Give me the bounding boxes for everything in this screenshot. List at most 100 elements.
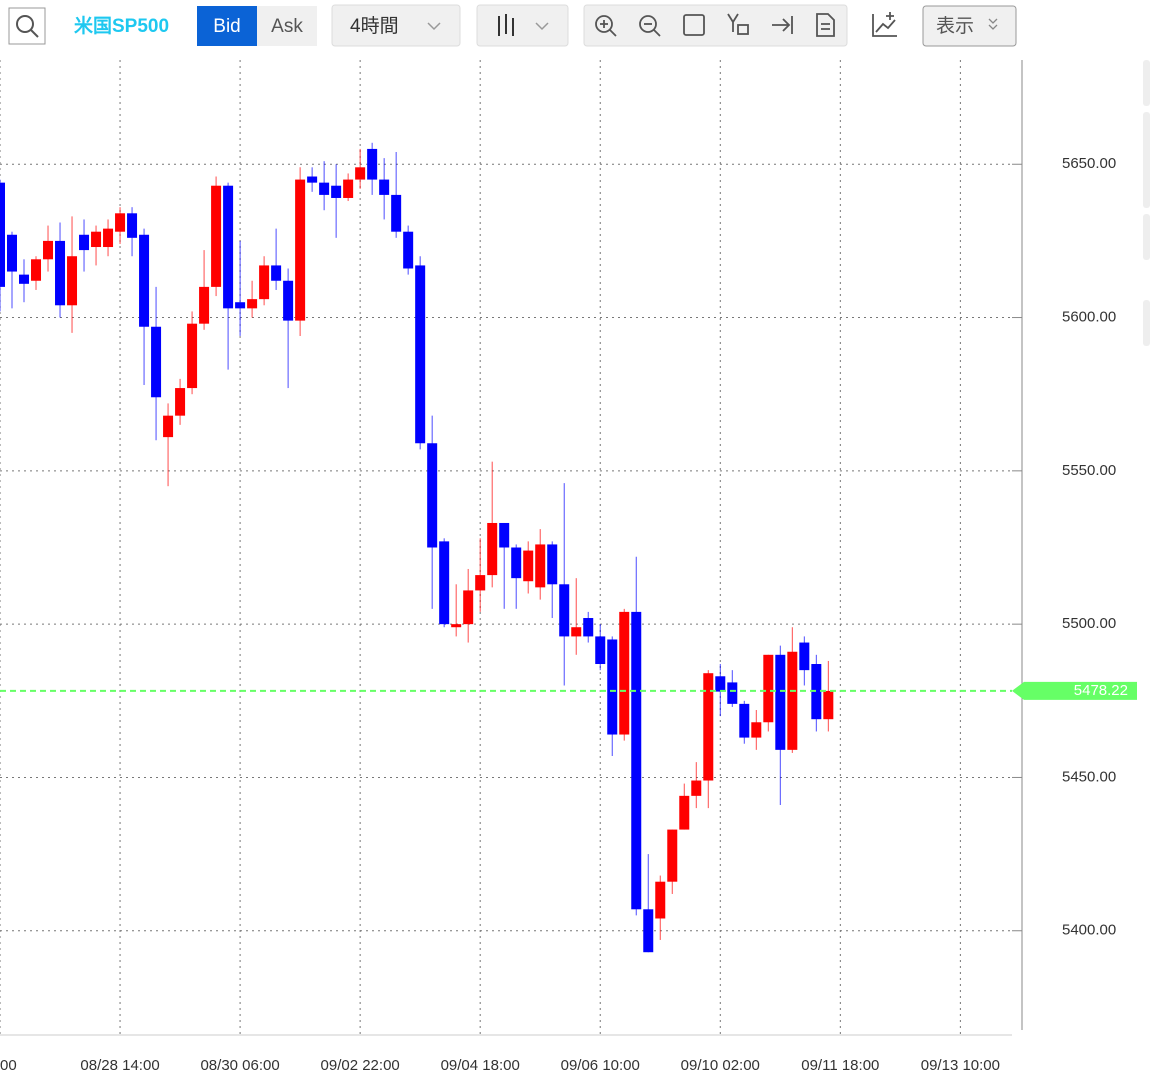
view-arrow bbox=[988, 18, 998, 30]
tool-group bbox=[583, 4, 848, 47]
candle-body bbox=[283, 280, 294, 321]
candle-body bbox=[811, 664, 822, 720]
ask-label: Ask bbox=[271, 16, 303, 37]
candle-body bbox=[511, 547, 522, 579]
tool-icons[interactable] bbox=[595, 13, 835, 37]
candle-body bbox=[427, 443, 438, 548]
x-tick-label: 00 bbox=[0, 1057, 17, 1074]
candle-body bbox=[547, 544, 558, 585]
candle-body bbox=[223, 185, 234, 309]
bid-label: Bid bbox=[213, 16, 240, 37]
y-tick-label: 5600.00 bbox=[1062, 309, 1116, 326]
candle-body bbox=[19, 274, 30, 284]
plot: 5400.00 5450.00 5500.00 5550.00 5600.00 5650.… bbox=[0, 60, 1137, 1074]
candle-body bbox=[727, 682, 738, 704]
candle-body bbox=[583, 618, 594, 637]
candle-body bbox=[43, 240, 54, 260]
candle-body bbox=[751, 722, 762, 738]
candle-body bbox=[415, 265, 426, 444]
candle-body bbox=[319, 182, 330, 195]
indicator-button[interactable] bbox=[872, 12, 897, 37]
candle-body bbox=[655, 881, 666, 919]
candle-body bbox=[199, 286, 210, 324]
candle-body bbox=[127, 213, 138, 238]
toolbar: 米国SP500 Bid Ask 4時間 表示 bbox=[8, 4, 1017, 47]
y-tick-label: 5550.00 bbox=[1062, 462, 1116, 479]
candle-body bbox=[367, 148, 378, 180]
bid-button[interactable] bbox=[197, 6, 257, 46]
x-tick-label: 09/13 10:00 bbox=[921, 1057, 1000, 1074]
y-tick-label: 5400.00 bbox=[1062, 922, 1116, 939]
candle-body bbox=[475, 575, 486, 591]
candle-body bbox=[799, 642, 810, 671]
candle-body bbox=[715, 676, 726, 692]
candle-body bbox=[691, 780, 702, 796]
view-label: 表示 bbox=[936, 15, 974, 37]
candle-body bbox=[103, 228, 114, 248]
candle-body bbox=[187, 323, 198, 389]
candle-body bbox=[523, 550, 534, 582]
candle-body bbox=[823, 690, 834, 720]
candle-body bbox=[559, 584, 570, 637]
candle-body bbox=[139, 234, 150, 327]
candle-body bbox=[79, 234, 90, 251]
candle-body bbox=[163, 415, 174, 438]
candle-body bbox=[451, 624, 462, 628]
x-tick-label: 09/04 18:00 bbox=[441, 1057, 520, 1074]
candle-body bbox=[787, 651, 798, 750]
y-tick-label: 5500.00 bbox=[1062, 615, 1116, 632]
last-price-label: 5478.22 bbox=[1074, 682, 1128, 699]
candle-body bbox=[535, 544, 546, 588]
candle-body bbox=[331, 185, 342, 198]
candle-body bbox=[55, 240, 66, 306]
candle-body bbox=[91, 231, 102, 248]
candle-body bbox=[679, 795, 690, 830]
candle-body bbox=[259, 265, 270, 300]
candle-body bbox=[619, 611, 630, 735]
candle-body bbox=[739, 703, 750, 738]
candle-body bbox=[235, 302, 246, 309]
candle-body bbox=[295, 179, 306, 321]
y-tick-label: 5650.00 bbox=[1062, 155, 1116, 172]
dropdown-arrow bbox=[535, 22, 549, 31]
candle-body bbox=[499, 522, 510, 548]
ask-button[interactable] bbox=[257, 6, 317, 46]
x-tick-label: 08/28 14:00 bbox=[80, 1057, 159, 1074]
candle-body bbox=[247, 299, 258, 309]
chart-type-dropdown[interactable] bbox=[476, 4, 569, 47]
side-panel-tab[interactable] bbox=[1143, 60, 1150, 106]
candle-body bbox=[67, 256, 78, 306]
candle-icon bbox=[498, 14, 514, 36]
candle-body bbox=[151, 326, 162, 398]
search-icon bbox=[16, 15, 34, 33]
x-tick-label: 09/06 10:00 bbox=[561, 1057, 640, 1074]
candle-body bbox=[31, 259, 42, 281]
candle-body bbox=[703, 673, 714, 781]
y-tick-label: 5450.00 bbox=[1062, 768, 1116, 785]
candle-body bbox=[763, 654, 774, 723]
side-panel-tab[interactable] bbox=[1143, 214, 1150, 260]
side-panel-tab[interactable] bbox=[1143, 300, 1150, 346]
last-price-tag bbox=[1012, 681, 1137, 700]
candle-body bbox=[667, 829, 678, 882]
candle-body bbox=[115, 213, 126, 232]
candle-body bbox=[379, 179, 390, 195]
candle-body bbox=[175, 388, 186, 416]
search-button[interactable] bbox=[8, 7, 46, 45]
candle-body bbox=[595, 636, 606, 665]
x-tick-label: 09/10 02:00 bbox=[681, 1057, 760, 1074]
candle-body bbox=[355, 167, 366, 180]
x-tick-label: 09/11 18:00 bbox=[801, 1057, 879, 1074]
view-button[interactable] bbox=[922, 5, 1017, 47]
side-panel-tab[interactable] bbox=[1143, 112, 1150, 208]
candle-body bbox=[643, 909, 654, 953]
candle-body bbox=[463, 590, 474, 625]
interval-dropdown[interactable] bbox=[331, 4, 461, 47]
candle-body bbox=[211, 185, 222, 287]
candle-body bbox=[631, 611, 642, 910]
candle-body bbox=[391, 194, 402, 232]
interval-label: 4時間 bbox=[350, 15, 399, 37]
symbol[interactable]: 米国SP500 bbox=[74, 14, 169, 37]
